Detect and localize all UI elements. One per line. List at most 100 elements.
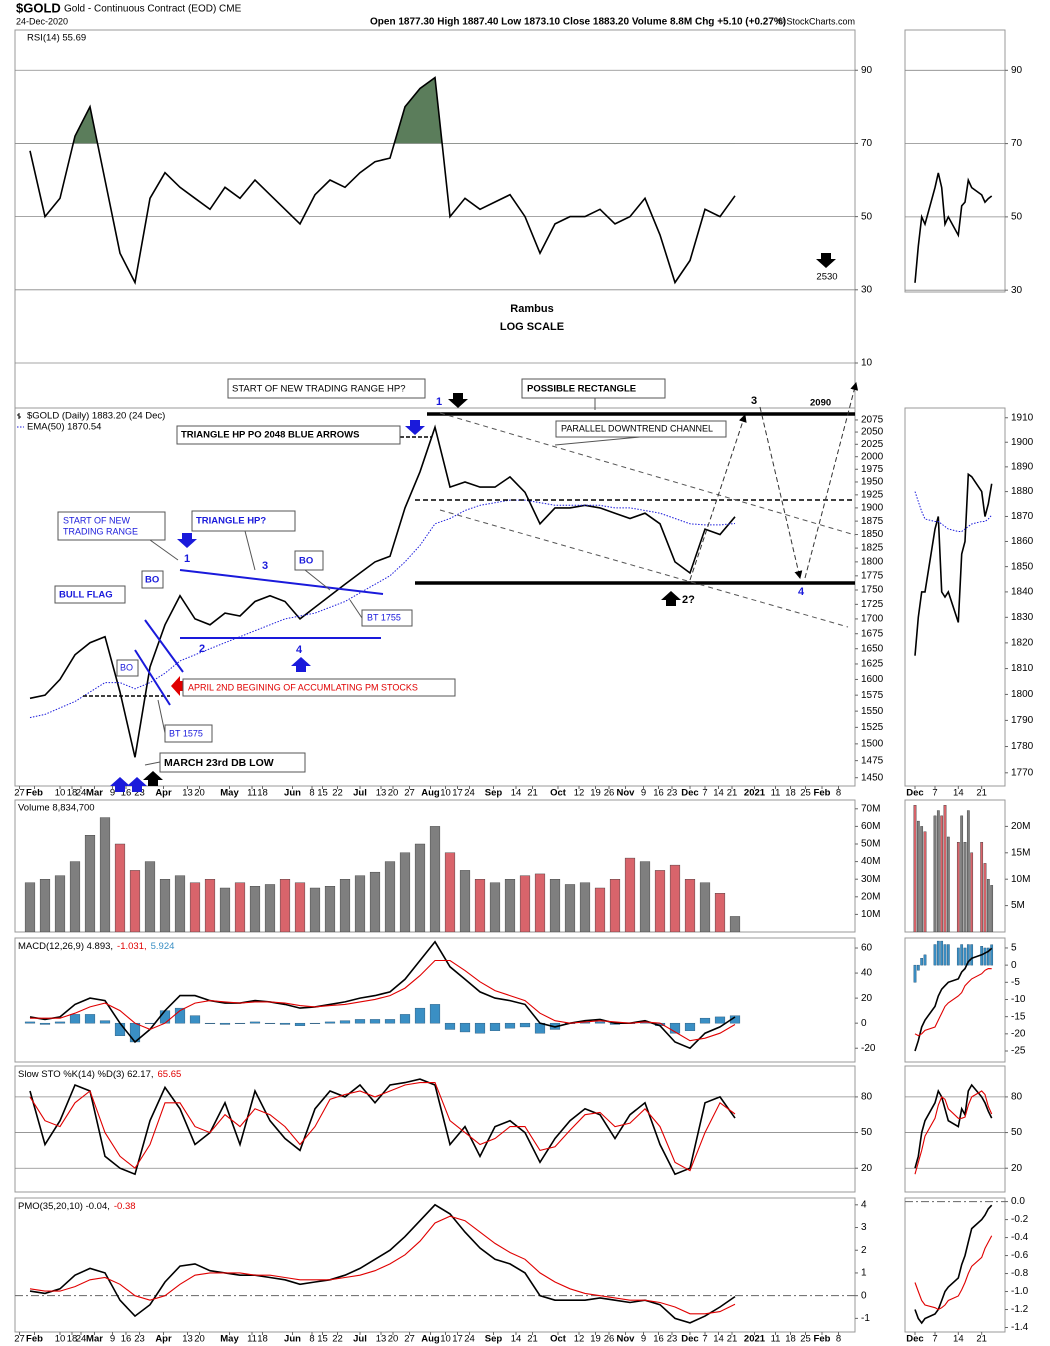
arrow-up	[127, 777, 147, 792]
x-tick-label: 7	[702, 1334, 707, 1345]
legend: Slow STO %K(14) %D(3) 62.17, 65.65	[18, 1069, 181, 1080]
plot	[905, 1083, 1005, 1175]
x-tick-label: 22	[332, 1334, 343, 1345]
histogram-bar	[920, 958, 924, 966]
y-tick-label: 60	[861, 943, 873, 954]
y-tick-label: -1.2	[1011, 1304, 1029, 1315]
y-tick-label: 1830	[1011, 612, 1034, 623]
histogram-bar	[444, 1022, 456, 1030]
y-tick-label: 1550	[861, 706, 884, 717]
x-tick-label: 8	[836, 788, 841, 799]
volume-bar	[990, 885, 994, 932]
arrow-up	[143, 771, 163, 786]
histogram-bar	[294, 1022, 306, 1026]
y-tick-label: 1600	[861, 674, 884, 685]
volume-bar	[114, 843, 126, 932]
histogram-bar	[970, 944, 974, 966]
annotation: START OF NEW	[63, 515, 131, 525]
histogram-bar	[669, 1022, 681, 1034]
y-tick-label: 10M	[1011, 874, 1030, 885]
x-tick-label: 16	[653, 1334, 664, 1345]
y-tick-label: 30	[1011, 285, 1023, 296]
volume-bar	[264, 884, 276, 932]
histogram-bar	[414, 1007, 426, 1024]
y-tick-label: 3	[861, 1222, 867, 1233]
y-tick-label: 1880	[1011, 486, 1034, 497]
x-tick-label: 14	[511, 788, 522, 799]
volume-bar	[249, 886, 261, 932]
y-tick-label: 1825	[861, 543, 884, 554]
x-tick-label: Jun	[284, 788, 301, 799]
panel-frame	[14, 1065, 856, 1193]
panel-frame	[904, 1197, 1006, 1333]
panel-frame	[14, 937, 856, 1063]
y-tick-label: 15M	[1011, 847, 1030, 858]
annotation: BO	[120, 662, 133, 672]
y-tick-label: 1800	[861, 557, 884, 568]
annotation: 1	[184, 553, 190, 565]
histogram-bar	[956, 947, 960, 966]
y-tick-label: -15	[1011, 1011, 1026, 1022]
x-tick-label: 21	[976, 788, 987, 799]
x-tick-label: 20	[388, 1334, 399, 1345]
volume-bar	[369, 871, 381, 932]
y-tick-label: 1	[861, 1268, 867, 1279]
y-tick-label: 1790	[1011, 715, 1034, 726]
series-line	[914, 1090, 993, 1175]
series-line	[914, 1083, 993, 1169]
volume-bar	[943, 805, 947, 932]
legend-entry: PMO(35,20,10) -0.04,	[18, 1201, 110, 1212]
x-tick-label: 20	[194, 1334, 205, 1345]
y-tick-label: 50	[1011, 1127, 1023, 1138]
label-box	[294, 550, 324, 571]
annotation: LOG SCALE	[500, 321, 564, 333]
x-tick-label: 27	[14, 1334, 25, 1345]
histogram-bar	[429, 1004, 441, 1024]
histogram-bar	[936, 940, 940, 966]
volume-bar	[956, 842, 960, 932]
panel-frame	[904, 799, 1006, 933]
histogram-bar	[986, 947, 990, 966]
arrow-up	[110, 777, 130, 792]
series-line	[29, 940, 736, 1050]
y-tick-label: 40M	[861, 856, 880, 867]
panel-frame	[904, 1065, 1006, 1193]
volume-bar	[339, 879, 351, 932]
volume-bar	[980, 842, 984, 932]
y-tick-label: 20M	[1011, 821, 1030, 832]
x-tick-label: Nov	[617, 1334, 636, 1345]
volume-bar	[144, 861, 156, 932]
label-box	[555, 420, 727, 438]
y-tick-label: 50	[861, 1127, 873, 1138]
histogram-bar	[324, 1021, 336, 1024]
annotation: BULL FLAG	[59, 590, 113, 601]
x-tick-label: 20	[388, 788, 399, 799]
volume-bar	[354, 875, 366, 932]
plot	[914, 472, 993, 656]
y-tick-label: 1675	[861, 628, 884, 639]
annotation: POSSIBLE RECTANGLE	[527, 384, 636, 395]
arrow-down	[816, 253, 836, 268]
volume-bar	[966, 810, 970, 932]
series-line	[914, 172, 993, 283]
x-tick-label: 15	[317, 1334, 328, 1345]
x-tick-label: 26	[604, 788, 615, 799]
histogram-bar	[69, 1014, 81, 1024]
histogram-bar	[339, 1020, 351, 1024]
date: 24-Dec-2020	[16, 16, 68, 26]
x-tick-label: 22	[332, 788, 343, 799]
panel-frame	[904, 937, 1006, 1063]
x-tick-label: 23	[134, 1334, 145, 1345]
projection-arrow	[689, 414, 747, 581]
x-tick-label: 23	[667, 1334, 678, 1345]
histogram-bar	[24, 1021, 36, 1024]
y-tick-label: 1910	[1011, 412, 1034, 423]
y-tick-label: 5	[1011, 943, 1017, 954]
label-box	[176, 425, 401, 445]
annotation: 3	[751, 395, 757, 407]
x-tick-label: Mar	[86, 788, 103, 799]
x-tick-label: 8	[836, 1334, 841, 1345]
histogram-bar	[159, 1010, 171, 1024]
histogram-bar	[174, 1007, 186, 1024]
